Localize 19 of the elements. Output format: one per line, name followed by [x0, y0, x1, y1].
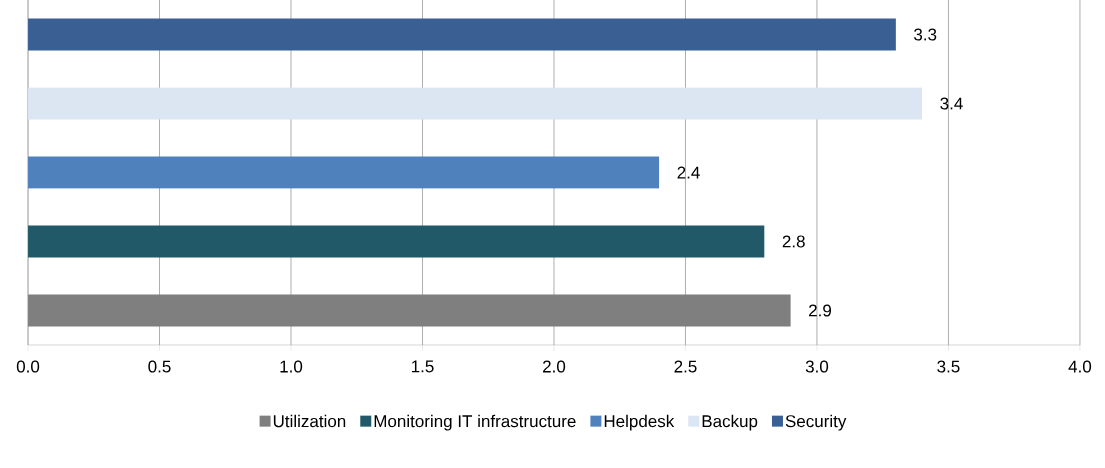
legend-label: Security — [785, 414, 847, 431]
data-label: 3.4 — [940, 97, 963, 110]
text: 4.0 — [1068, 360, 1092, 373]
text: 1.0 — [280, 360, 303, 373]
text: 2.5 — [674, 360, 697, 373]
text: 3.5 — [937, 360, 960, 373]
data-label: 2.4 — [677, 166, 700, 179]
legend-label: Monitoring IT infrastructure — [374, 414, 576, 431]
data-label: 2.9 — [809, 304, 832, 317]
legend-label: Utilization — [273, 414, 346, 428]
text: 2.0 — [543, 360, 566, 373]
data-label: 3.3 — [914, 28, 937, 41]
legend-label: Backup — [702, 414, 758, 431]
text: 1.5 — [411, 360, 434, 373]
text: 0.5 — [148, 360, 171, 373]
data-label: 2.8 — [782, 235, 805, 248]
text: 3.0 — [805, 360, 829, 373]
legend-label: Helpdesk — [604, 414, 675, 431]
text: 0.0 — [16, 360, 40, 373]
